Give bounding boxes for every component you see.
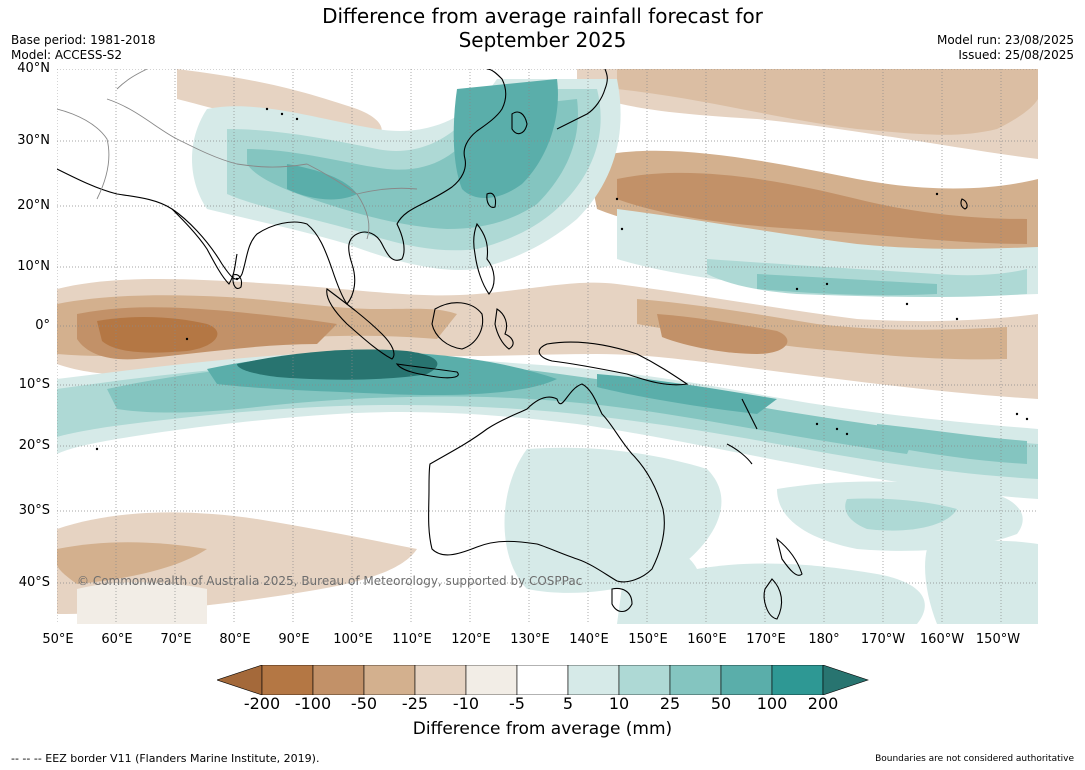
country-borders (57, 69, 418, 240)
model-run: Model run: 23/08/2025 (936, 33, 1074, 47)
colorbar-cell (567, 665, 620, 695)
lat-label-20s: 20°S (18, 438, 50, 453)
lon-label-140e: 140°E (569, 632, 609, 647)
lat-label-40s: 40°S (18, 575, 50, 590)
map-svg (57, 69, 1038, 624)
lon-label-110e: 110°E (392, 632, 432, 647)
lon-label-60e: 60°E (101, 632, 133, 647)
japan-coast (556, 69, 608, 130)
new-zealand-south-coast (763, 578, 783, 620)
lat-label-30s: 30°S (18, 503, 50, 518)
title-line-2: September 2025 (458, 28, 627, 52)
lat-label-0: 0° (35, 318, 50, 333)
lon-label-90e: 90°E (278, 632, 310, 647)
india-coast (171, 208, 238, 285)
colorbar-tick-label: -5 (509, 694, 525, 713)
copyright-notice: © Commonwealth of Australia 2025, Bureau… (77, 574, 583, 588)
taiwan-coast (486, 192, 497, 208)
colorbar-label: Difference from average (mm) (412, 719, 673, 739)
colorbar-cell (261, 665, 314, 695)
colorbar-tick-label: -50 (350, 694, 378, 713)
colorbar-cell (771, 665, 824, 695)
tasmania-coast (611, 587, 633, 613)
lat-label-10n: 10°N (17, 259, 50, 274)
lon-label-50e: 50°E (42, 632, 74, 647)
colorbar-cell (465, 665, 518, 695)
lat-label-20n: 20°N (17, 198, 50, 213)
lon-label-160w: 160°W (919, 632, 965, 647)
lon-label-180: 180° (808, 632, 840, 647)
lon-label-120e: 120°E (451, 632, 491, 647)
issued-date: Issued: 25/08/2025 (958, 48, 1074, 62)
lon-label-70e: 70°E (160, 632, 192, 647)
eez-footer: -- -- -- EEZ border V11 (Flanders Marine… (11, 752, 320, 765)
rainfall-map (57, 69, 1038, 624)
colorbar-tick-label: -25 (401, 694, 429, 713)
australia-coast (428, 383, 665, 583)
map-title: Difference from average rainfall forecas… (0, 4, 1085, 52)
colorbar-cell (363, 665, 416, 695)
lon-label-150w: 150°W (975, 632, 1021, 647)
colorbar-cell (720, 665, 773, 695)
lat-label-30n: 30°N (17, 133, 50, 148)
new-zealand-coast (776, 537, 803, 576)
colorbar-tick-label: 50 (710, 694, 732, 713)
lon-label-100e: 100°E (333, 632, 373, 647)
colorbar-tick-label: 10 (608, 694, 630, 713)
lon-label-170e: 170°E (746, 632, 786, 647)
colorbar-tick-label: 200 (807, 694, 839, 713)
lon-label-170w: 170°W (860, 632, 906, 647)
colorbar-cell (516, 665, 569, 695)
title-line-1: Difference from average rainfall forecas… (322, 4, 763, 28)
sri-lanka-coast (232, 274, 243, 290)
colorbar-tick-label: 5 (562, 694, 574, 713)
colorbar-cells (217, 665, 869, 695)
lon-label-160e: 160°E (687, 632, 727, 647)
borneo-coast (431, 302, 484, 350)
colorbar-cell (414, 665, 467, 695)
colorbar-extend-high (822, 665, 869, 695)
sulawesi-coast (494, 308, 514, 350)
boundaries-disclaimer: Boundaries are not considered authoritat… (875, 754, 1074, 764)
colorbar-tick-label: 25 (659, 694, 681, 713)
asia-coast (57, 69, 507, 305)
korea-coast (511, 111, 528, 135)
meta-right: Model run: 23/08/2025 Issued: 25/08/2025 (937, 33, 1074, 63)
philippines-coast (473, 222, 495, 295)
colorbar-cell (669, 665, 722, 695)
colorbar-cell (312, 665, 365, 695)
lat-label-40n: 40°N (17, 61, 50, 76)
colorbar-tick-label: -100 (294, 694, 332, 713)
colorbar-extend-low (217, 665, 263, 695)
colorbar-tick-label: -10 (452, 694, 480, 713)
base-period: Base period: 1981-2018 (11, 33, 156, 47)
lon-label-130e: 130°E (510, 632, 550, 647)
new-guinea-coast (538, 341, 689, 386)
java-coast (395, 363, 459, 379)
colorbar-tick-label: -200 (243, 694, 281, 713)
lon-label-80e: 80°E (219, 632, 251, 647)
lon-label-150e: 150°E (628, 632, 668, 647)
model-name: Model: ACCESS-S2 (11, 48, 123, 62)
lat-label-10s: 10°S (18, 377, 50, 392)
colorbar-tick-label: 100 (756, 694, 788, 713)
graticule (57, 69, 1038, 624)
coastlines (57, 69, 968, 620)
colorbar (217, 665, 869, 695)
sumatra-coast (326, 288, 395, 360)
colorbar-cell (618, 665, 671, 695)
meta-left: Base period: 1981-2018 Model: ACCESS-S2 (11, 33, 156, 63)
islands (95, 107, 1029, 451)
